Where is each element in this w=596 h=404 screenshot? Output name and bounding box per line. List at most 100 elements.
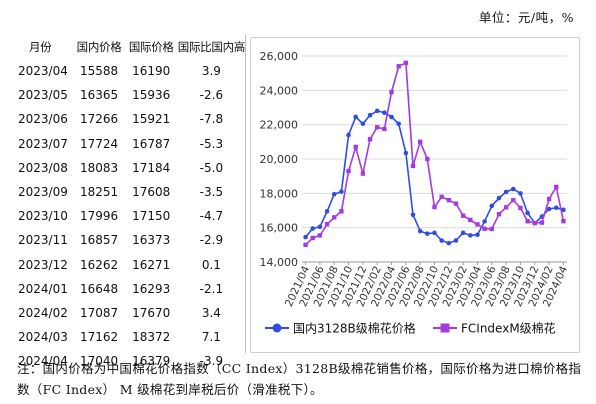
header-month: 月份: [29, 40, 52, 54]
cell-premium: -3.9: [199, 354, 224, 369]
cell-premium: -3.5: [199, 185, 224, 200]
header-domestic-price: 国内价格: [76, 40, 122, 54]
table-body: 2023/04 15588 16190 3.9 2023/05 16365 15936 -2.…: [17, 59, 245, 373]
series-point-domestic: [310, 226, 316, 231]
series-point-domestic: [367, 112, 373, 118]
series-point-fcindex: [546, 196, 552, 202]
series-point-fcindex: [561, 218, 566, 224]
series-point-domestic: [396, 121, 401, 127]
chart-panel: 14,000 16,000 18,000 20,000 22,000 24,000 26,0…: [250, 37, 580, 353]
cell-domestic-price: 16648: [79, 281, 119, 296]
series-point-fcindex: [496, 211, 502, 217]
series-point-fcindex: [396, 64, 401, 69]
table-row: 2024/02 17087 17670 3.4: [17, 301, 245, 325]
table-row: 2023/10 17996 17150 -4.7: [17, 204, 245, 228]
y-tick-label: 14,000: [260, 256, 299, 269]
cell-premium: -2.6: [199, 88, 224, 103]
legend-label-domestic: 国内3128B级棉花价格: [293, 321, 416, 336]
cell-premium: -2.9: [199, 233, 224, 248]
series-point-fcindex: [460, 213, 466, 218]
series-point-fcindex: [518, 205, 523, 211]
series-point-domestic: [525, 210, 530, 216]
cell-domestic-price: 16262: [79, 257, 119, 272]
series-point-fcindex: [310, 235, 315, 241]
table-row: 2023/05 16365 15936 -2.6: [17, 83, 245, 107]
cell-international-price: 16373: [132, 233, 171, 248]
table-row: 2023/11 16857 16373 -2.9: [17, 228, 245, 252]
series-point-fcindex: [468, 217, 473, 223]
series-point-fcindex: [303, 242, 308, 248]
series-point-domestic: [553, 205, 559, 211]
cell-month: 2024/02: [18, 305, 68, 320]
series-point-domestic: [425, 231, 430, 236]
table-header-row: 月份 国内价格 国际价格 国际比国内高: [17, 35, 245, 59]
series-point-fcindex: [389, 89, 394, 95]
y-tick-label: 18,000: [260, 187, 299, 200]
cell-premium: 0.1: [201, 257, 221, 272]
cell-international-price: 16271: [132, 257, 171, 272]
cell-premium: 3.9: [201, 64, 221, 79]
cell-month: 2023/05: [18, 88, 68, 103]
cell-domestic-price: 17996: [79, 209, 119, 224]
cell-international-price: 16787: [132, 136, 171, 151]
cell-month: 2023/04: [18, 64, 68, 79]
cell-premium: 3.4: [201, 305, 221, 320]
y-tick-label: 16,000: [260, 222, 299, 235]
series-point-domestic: [403, 150, 409, 156]
series-point-domestic: [410, 212, 416, 218]
price-table: 月份 国内价格 国际价格 国际比国内高 2023/04 15588 16190 3.9…: [17, 35, 245, 373]
cell-domestic-price: 18251: [79, 185, 119, 200]
series-point-fcindex: [525, 219, 530, 224]
series-point-domestic: [453, 238, 459, 243]
series-point-fcindex: [475, 222, 480, 227]
table-row: 2024/04 17040 16379 -3.9: [17, 349, 245, 373]
series-point-domestic: [460, 230, 466, 236]
cell-domestic-price: 15588: [79, 64, 119, 79]
table-row: 2023/04 15588 16190 3.9: [17, 59, 245, 83]
cell-premium: -2.1: [199, 281, 224, 296]
series-point-domestic: [339, 189, 344, 194]
series-point-domestic: [374, 108, 380, 114]
series-point-domestic: [475, 232, 480, 238]
series-point-fcindex: [554, 184, 559, 190]
cell-month: 2023/09: [18, 185, 68, 200]
table-row: 2023/06 17266 15921 -7.8: [17, 107, 245, 131]
cell-international-price: 15936: [132, 88, 171, 103]
series-point-fcindex: [539, 220, 545, 225]
cell-international-price: 17670: [132, 305, 171, 320]
y-tick-label: 24,000: [260, 84, 299, 97]
unit-label: 单位：元/吨，%: [478, 10, 574, 25]
cell-international-price: 16190: [132, 64, 171, 79]
cell-international-price: 16293: [132, 281, 171, 296]
series-point-domestic: [561, 207, 566, 213]
cell-international-price: 17184: [132, 160, 171, 175]
series-point-domestic: [353, 114, 359, 120]
series-point-fcindex: [482, 226, 487, 231]
series-point-fcindex: [532, 220, 537, 226]
series-point-fcindex: [382, 126, 387, 132]
series-point-domestic: [496, 195, 502, 201]
cell-domestic-price: 17266: [79, 112, 119, 127]
cell-premium: -5.3: [199, 136, 224, 151]
cell-premium: 7.1: [201, 330, 221, 345]
series-point-fcindex: [417, 139, 423, 145]
legend-marker-fcindex: [440, 323, 450, 333]
series-point-domestic: [489, 203, 495, 209]
table-row: 2024/01 16648 16293 -2.1: [17, 277, 245, 301]
series-point-fcindex: [446, 198, 452, 203]
series-point-fcindex: [367, 137, 373, 142]
series-point-fcindex: [353, 144, 358, 150]
series-point-domestic: [360, 121, 366, 127]
series-point-domestic: [303, 234, 308, 240]
series-point-fcindex: [403, 60, 409, 66]
series-point-domestic: [503, 189, 509, 195]
cell-domestic-price: 18083: [79, 160, 119, 175]
series-point-domestic: [546, 206, 552, 212]
series-point-domestic: [317, 224, 323, 230]
series-point-domestic: [482, 219, 487, 224]
series-line-1: [304, 110, 564, 244]
cell-international-price: 17608: [132, 185, 171, 200]
series-point-fcindex: [453, 201, 459, 206]
y-tick-label: 26,000: [260, 50, 299, 63]
series-point-fcindex: [339, 209, 344, 214]
